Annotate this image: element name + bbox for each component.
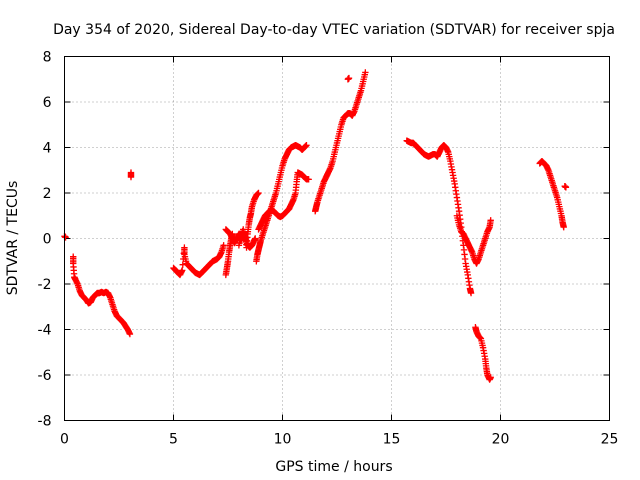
data-point	[220, 242, 227, 249]
y-tick-label: 2	[43, 186, 52, 202]
x-tick-label: 20	[492, 432, 510, 448]
data-point	[560, 223, 567, 231]
y-tick-label: -6	[38, 368, 52, 384]
data-point	[305, 176, 312, 183]
chart-title: Day 354 of 2020, Sidereal Day-to-day VTE…	[53, 22, 615, 38]
x-tick-label: 10	[274, 432, 292, 448]
x-tick-label: 25	[601, 432, 619, 448]
x-tick-label: 5	[169, 432, 178, 448]
data-point	[62, 234, 69, 241]
data-point	[252, 235, 259, 242]
data-point	[127, 173, 135, 181]
data-point	[562, 184, 570, 191]
y-tick-label: 0	[43, 232, 52, 248]
data-point	[126, 330, 134, 338]
x-tick-label: 15	[383, 432, 401, 448]
plot-frame	[64, 56, 610, 421]
y-tick-label: -8	[38, 414, 52, 430]
data-point	[179, 267, 186, 274]
y-axis-label: SDTVAR / TECUs	[5, 181, 21, 296]
y-tick-label: -2	[38, 277, 52, 293]
data-point	[345, 74, 353, 82]
y-tick-label: 8	[43, 50, 52, 66]
y-tick-label: -4	[38, 323, 52, 339]
x-axis-label: GPS time / hours	[275, 459, 392, 475]
y-tick-label: 4	[43, 141, 52, 157]
y-axis: -8 -6 -4 -2 0 2 4 6 8	[38, 50, 610, 430]
data-point	[255, 189, 262, 197]
x-tick-label: 0	[60, 432, 69, 448]
grid	[64, 56, 610, 421]
data-point	[467, 289, 475, 297]
data-point	[487, 374, 494, 381]
data-point	[303, 142, 310, 149]
y-tick-label: 6	[43, 95, 52, 111]
data-point	[362, 69, 369, 76]
x-axis: 0 5 10 15 20 25	[60, 56, 619, 448]
data-point	[487, 217, 494, 224]
data-points	[61, 69, 570, 383]
